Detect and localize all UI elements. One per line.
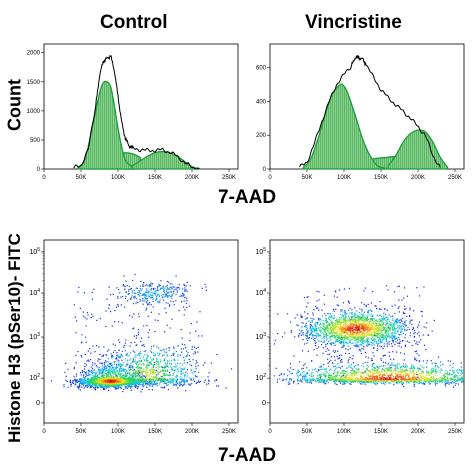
title-control: Control <box>100 12 168 33</box>
x-tick-label: 150K <box>374 429 388 435</box>
x-tick-label: 100K <box>337 429 351 435</box>
x-tick-label: 50K <box>302 175 313 181</box>
fit-component-1-2 <box>387 129 449 170</box>
x-tick-label: 200K <box>411 175 425 181</box>
xlabel-top: 7-AAD <box>218 187 277 208</box>
y-tick-label: 0 <box>36 400 40 407</box>
y-tick-label: 102 <box>29 373 40 382</box>
x-tick-label: 250K <box>222 429 236 435</box>
y-tick-label: 0 <box>262 400 266 407</box>
fit-component-1-1 <box>302 83 386 170</box>
y-tick-label: 600 <box>256 66 267 72</box>
y-tick-label: 105 <box>29 247 40 256</box>
x-tick-label: 150K <box>374 175 388 181</box>
xlabel-bottom: 7-AAD <box>218 445 277 466</box>
x-tick-label: 150K <box>148 429 162 435</box>
y-tick-label: 0 <box>37 167 41 173</box>
x-tick-label: 250K <box>448 175 462 181</box>
y-tick-label: 0 <box>263 167 267 173</box>
x-tick-label: 0 <box>42 429 46 435</box>
y-tick-label: 200 <box>256 133 267 139</box>
dot-cloud-3 <box>273 285 464 388</box>
y-tick-label: 104 <box>29 288 40 297</box>
histogram-outline-1 <box>299 55 441 168</box>
x-tick-label: 100K <box>111 175 125 181</box>
histogram-outline-0 <box>73 54 200 170</box>
x-tick-label: 200K <box>411 429 425 435</box>
y-tick-label: 400 <box>256 99 267 105</box>
title-vincristine: Vincristine <box>305 12 402 33</box>
y-tick-label: 1000 <box>27 109 41 115</box>
x-tick-label: 0 <box>268 429 272 435</box>
x-tick-label: 0 <box>42 175 46 181</box>
x-tick-label: 100K <box>111 429 125 435</box>
plot-frame-2 <box>43 239 239 424</box>
x-tick-label: 50K <box>76 429 87 435</box>
x-tick-label: 50K <box>76 175 87 181</box>
x-tick-label: 250K <box>222 175 236 181</box>
x-tick-label: 100K <box>337 175 351 181</box>
y-tick-label: 102 <box>255 373 266 382</box>
plot-frame-3 <box>269 239 465 424</box>
x-tick-label: 200K <box>185 429 199 435</box>
x-tick-label: 200K <box>185 175 199 181</box>
y-tick-label: 2000 <box>27 51 41 57</box>
y-tick-label: 105 <box>255 247 266 256</box>
x-tick-label: 150K <box>148 175 162 181</box>
x-tick-label: 0 <box>268 175 272 181</box>
dot-cloud-2 <box>50 273 233 393</box>
x-tick-label: 250K <box>448 429 462 435</box>
x-tick-label: 50K <box>302 429 313 435</box>
y-tick-label: 104 <box>255 288 266 297</box>
y-tick-label: 103 <box>29 332 40 341</box>
y-tick-label: 500 <box>30 138 41 144</box>
y-tick-label: 103 <box>255 332 266 341</box>
y-tick-label: 1500 <box>27 80 41 86</box>
fit-component-0-2 <box>124 150 201 170</box>
